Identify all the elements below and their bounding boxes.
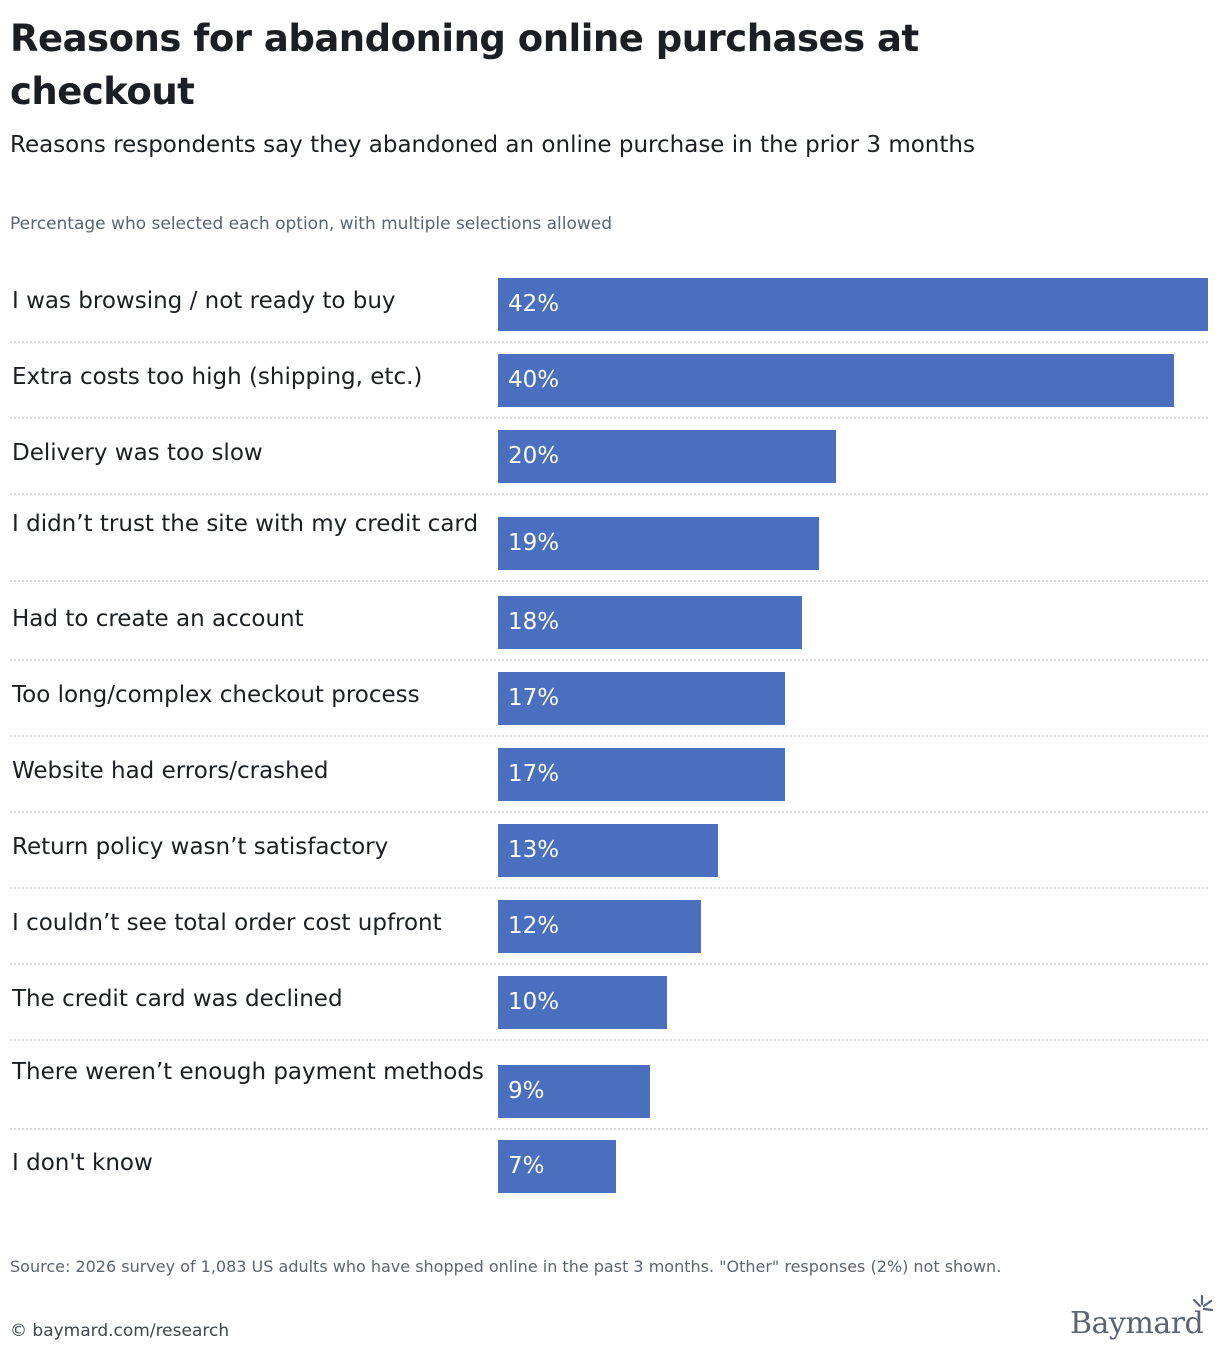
bar-row: I didn’t trust the site with my credit c… (0, 506, 1220, 596)
bar-row: Too long/complex checkout process 17% (0, 672, 1220, 748)
bar-row: I couldn’t see total order cost upfront 1… (0, 900, 1220, 976)
category-label: Website had errors/crashed (12, 758, 329, 784)
bar-value-label: 9% (508, 1078, 545, 1104)
bar: 17% (498, 672, 785, 725)
category-label: I didn’t trust the site with my credit c… (12, 510, 479, 537)
bar: 12% (498, 900, 701, 953)
bar-row: I don't know 7% (0, 1140, 1220, 1216)
credit-link[interactable]: © baymard.com/research (10, 1321, 230, 1341)
bar-value-label: 18% (508, 609, 560, 635)
bar-value-label: 10% (508, 989, 560, 1015)
bar-row: I was browsing / not ready to buy 42% (0, 278, 1220, 354)
category-label: There weren’t enough payment methods (12, 1058, 484, 1085)
baymard-logo: Baymard (1068, 1294, 1214, 1346)
category-label: I was browsing / not ready to buy (12, 288, 396, 314)
bar-row: Delivery was too slow 20% (0, 430, 1220, 506)
spark-icon (1192, 1294, 1214, 1312)
category-label: I don't know (12, 1150, 153, 1176)
bar: 19% (498, 517, 819, 570)
bar-row: The credit card was declined 10% (0, 976, 1220, 1052)
bar: 20% (498, 430, 836, 483)
bar-value-label: 13% (508, 837, 560, 863)
bar: 40% (498, 354, 1174, 407)
logo-wordmark: Baymard (1070, 1306, 1204, 1341)
bar: 42% (498, 278, 1208, 331)
category-label: Too long/complex checkout process (12, 682, 420, 708)
bar: 13% (498, 824, 718, 877)
bar-row: Return policy wasn’t satisfactory 13% (0, 824, 1220, 900)
bar-row: Extra costs too high (shipping, etc.) 40% (0, 354, 1220, 430)
bar-value-label: 7% (508, 1153, 545, 1179)
source-note: Source: 2026 survey of 1,083 US adults w… (10, 1257, 1002, 1276)
category-label: Had to create an account (12, 606, 304, 632)
bar: 18% (498, 596, 802, 649)
category-label: The credit card was declined (12, 986, 343, 1012)
bar-row: Website had errors/crashed 17% (0, 748, 1220, 824)
chart-subtitle: Reasons respondents say they abandoned a… (10, 132, 975, 158)
bar: 17% (498, 748, 785, 801)
bar: 9% (498, 1065, 650, 1118)
bar-row: There weren’t enough payment methods 9% (0, 1058, 1220, 1140)
bar-value-label: 40% (508, 367, 560, 393)
category-label: I couldn’t see total order cost upfront (12, 910, 442, 936)
chart-title: Reasons for abandoning online purchases … (10, 17, 919, 113)
bar-value-label: 42% (508, 291, 560, 317)
bar: 7% (498, 1140, 616, 1193)
bar: 10% (498, 976, 667, 1029)
category-label: Return policy wasn’t satisfactory (12, 834, 389, 860)
category-label: Extra costs too high (shipping, etc.) (12, 364, 423, 390)
bar-value-label: 19% (508, 530, 560, 556)
bar-value-label: 20% (508, 443, 560, 469)
bar-value-label: 17% (508, 761, 560, 787)
bar-row: Had to create an account 18% (0, 596, 1220, 672)
bar-value-label: 12% (508, 913, 560, 939)
bar-value-label: 17% (508, 685, 560, 711)
category-label: Delivery was too slow (12, 440, 263, 466)
chart-note: Percentage who selected each option, wit… (10, 214, 613, 234)
